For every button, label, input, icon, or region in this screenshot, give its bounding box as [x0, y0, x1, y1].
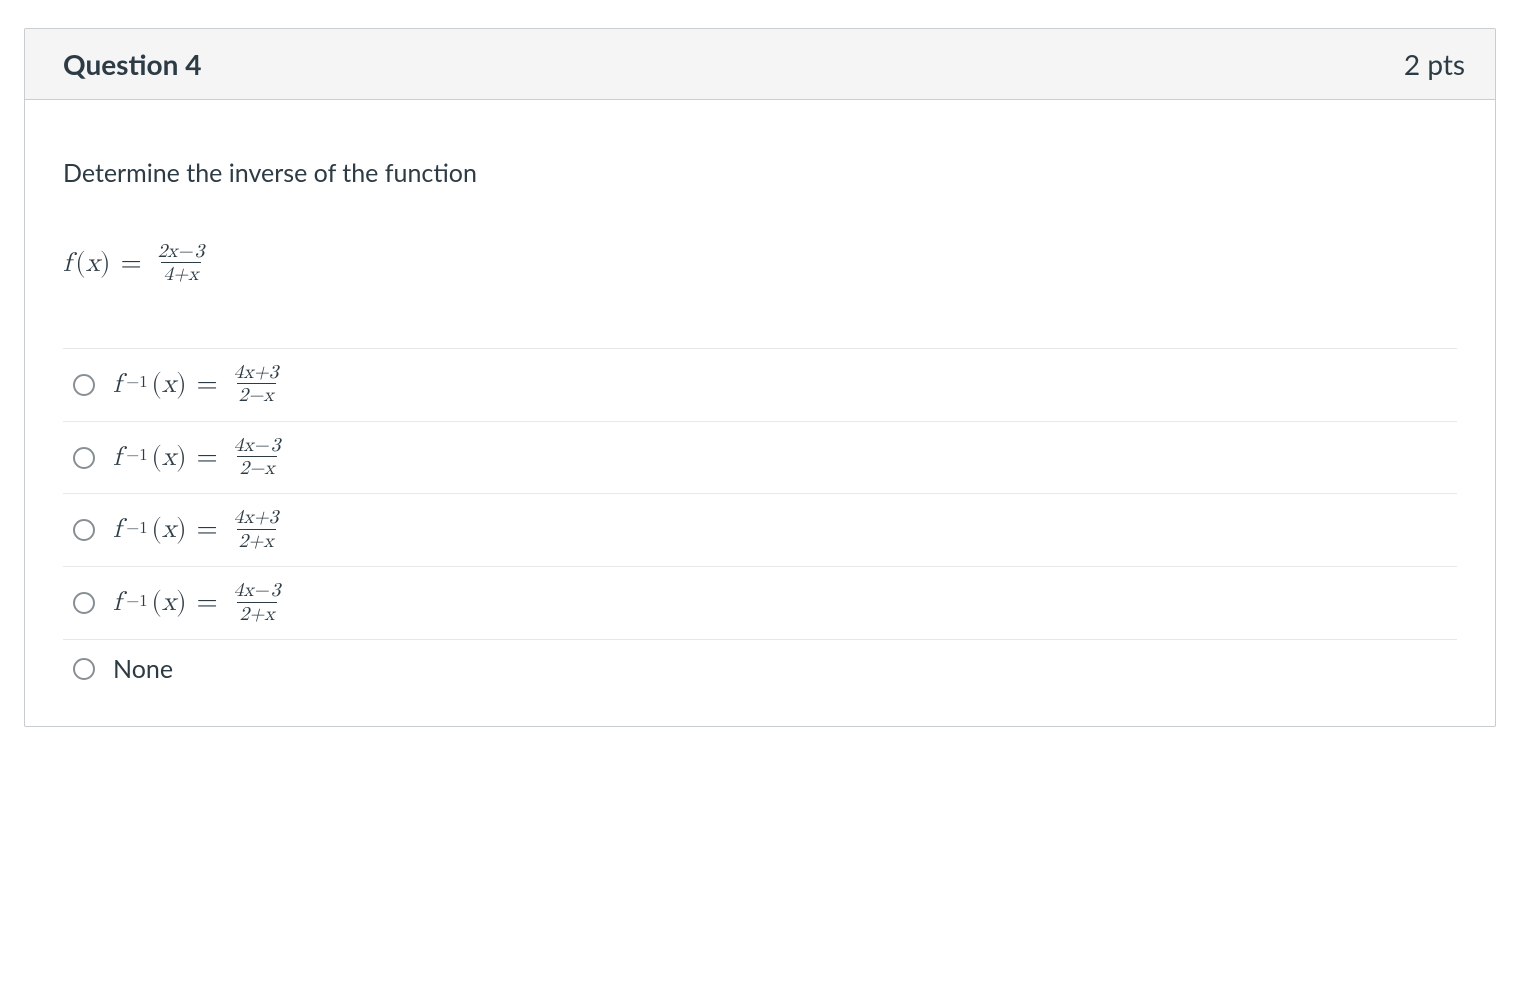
answer-option-5[interactable]: None [63, 640, 1457, 698]
radio-icon[interactable] [73, 447, 95, 469]
answer-option-3-label: f−1 (x) = 4x+3 2+x [113, 508, 280, 552]
answer-option-2-label: f−1 (x) = 4x− 3 2−x [113, 436, 282, 480]
question-card: Question 4 2 pts Determine the inverse o… [24, 28, 1496, 727]
answer-option-2[interactable]: f−1 (x) = 4x− 3 2−x [63, 422, 1457, 495]
answer-option-5-label: None [113, 654, 173, 684]
radio-icon[interactable] [73, 519, 95, 541]
question-points: 2 pts [1404, 47, 1465, 81]
answer-option-3[interactable]: f−1 (x) = 4x+3 2+x [63, 494, 1457, 567]
function-equation: f (x) = 2x− 3 4+x [63, 242, 1457, 286]
answer-list: f−1 (x) = 4x+3 2−x f−1 (x) = 4x− 3 [63, 348, 1457, 698]
radio-icon[interactable] [73, 374, 95, 396]
radio-icon[interactable] [73, 658, 95, 680]
question-title: Question 4 [63, 47, 201, 81]
answer-option-4[interactable]: f−1 (x) = 4x− 3 2+x [63, 567, 1457, 640]
answer-option-1-label: f−1 (x) = 4x+3 2−x [113, 363, 280, 407]
answer-option-1[interactable]: f−1 (x) = 4x+3 2−x [63, 349, 1457, 422]
question-header: Question 4 2 pts [25, 29, 1495, 100]
eq-fn: f [63, 248, 71, 280]
question-body: Determine the inverse of the function f … [25, 100, 1495, 726]
eq-fraction: 2x− 3 4+x [156, 241, 207, 285]
eq-arg: x [86, 248, 100, 280]
answer-option-4-label: f−1 (x) = 4x− 3 2+x [113, 581, 282, 625]
radio-icon[interactable] [73, 592, 95, 614]
question-prompt: Determine the inverse of the function [63, 158, 1457, 188]
